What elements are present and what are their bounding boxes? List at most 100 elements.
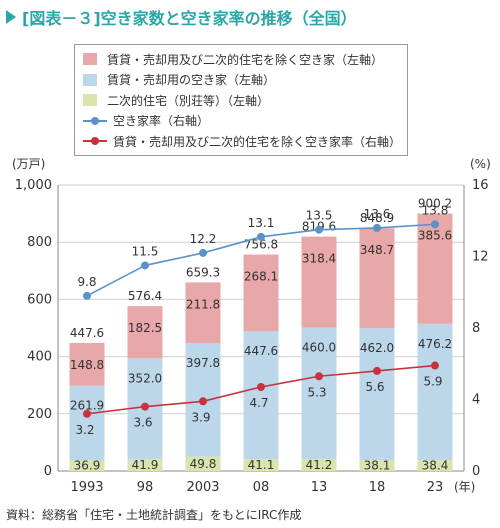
series-point (315, 225, 323, 234)
series-point (141, 261, 149, 270)
series-point (83, 409, 91, 418)
bar-segment (185, 282, 221, 343)
left-axis-tick-label: 600 (27, 292, 52, 307)
bar-data-label: 41.2 (306, 458, 333, 472)
bar-total-label: 576.4 (128, 289, 162, 303)
line-data-label: 13.6 (364, 207, 391, 221)
series-point (373, 366, 381, 375)
series-point (83, 291, 91, 300)
bar-segment (417, 460, 453, 471)
legend: 賃貸・売却用及び二次的住宅を除く空き家（左軸） 賃貸・売却用の空き家（左軸） 二次的… (74, 44, 408, 156)
line-data-label: 5.9 (423, 375, 442, 389)
legend-swatch (83, 94, 97, 107)
left-axis-tick-label: 200 (27, 407, 52, 422)
line-data-label: 3.6 (133, 416, 152, 430)
legend-item: 賃貸・売却用及び二次的住宅を除く空き家率（右軸） (83, 131, 402, 152)
bar-data-label: 397.8 (186, 356, 220, 370)
bar-total-label: 756.8 (244, 238, 278, 252)
bar-data-label: 385.6 (418, 229, 452, 243)
bar-data-label: 268.1 (244, 270, 278, 284)
left-axis-tick-label: 0 (44, 464, 52, 479)
bar-data-label: 148.8 (70, 358, 104, 372)
legend-swatch (83, 53, 97, 66)
series-point (199, 397, 207, 406)
legend-label: 賃貸・売却用の空き家（左軸） (107, 73, 276, 88)
x-axis-tick-label: 1993 (70, 480, 103, 495)
right-axis-tick-label: 8 (472, 321, 480, 336)
line-data-label: 11.5 (132, 244, 159, 258)
right-axis-tick-label: 4 (472, 393, 480, 408)
bar-segment (69, 342, 105, 386)
right-axis-tick-label: 16 (472, 178, 489, 193)
bar-data-label: 447.6 (244, 344, 278, 358)
source-note: 資料：総務省「住宅・土地統計調査」をもとにIRC作成 (6, 508, 302, 522)
bar-total-label: 848.9 (360, 211, 394, 225)
legend-label: 二次的住宅（別荘等）（左軸） (107, 93, 270, 108)
x-axis-tick-label: 2003 (186, 480, 219, 495)
bar-segment (417, 323, 453, 461)
series-point (257, 382, 265, 391)
bar-segment (243, 331, 279, 460)
left-axis-tick-label: 400 (27, 350, 52, 365)
line-data-label: 4.7 (249, 396, 268, 410)
bar-segment (359, 460, 395, 471)
bar-data-label: 49.8 (190, 457, 217, 471)
x-axis-unit: (年) (454, 480, 475, 494)
bar-total-label: 447.6 (70, 326, 104, 340)
bar-data-label: 352.0 (128, 371, 162, 385)
line-data-label: 13.5 (306, 209, 333, 223)
bar-segment (69, 460, 105, 471)
line-data-label: 13.8 (422, 203, 449, 217)
line-data-label: 5.6 (365, 380, 384, 394)
line-data-label: 9.8 (77, 275, 96, 289)
series-point (141, 402, 149, 411)
bar-data-label: 38.1 (364, 459, 391, 473)
bar-segment (185, 456, 221, 471)
bar-segment (417, 213, 453, 324)
bar-segment (127, 459, 163, 471)
line-data-label: 3.2 (75, 423, 94, 437)
legend-swatch (83, 73, 97, 86)
bar-segment (243, 459, 279, 471)
legend-label: 賃貸・売却用及び二次的住宅を除く空き家（左軸） (107, 52, 384, 67)
right-axis-unit: (%) (470, 157, 491, 171)
bar-data-label: 182.5 (128, 321, 162, 335)
bar-data-label: 38.4 (422, 459, 449, 473)
legend-item: 空き家率（右軸） (83, 111, 399, 132)
bar-data-label: 476.2 (418, 337, 452, 351)
x-axis-tick-label: 98 (137, 480, 154, 495)
legend-item: 二次的住宅（別荘等）（左軸） (83, 90, 399, 111)
bar-segment (243, 254, 279, 332)
bar-segment (359, 228, 395, 328)
line-data-label: 12.2 (190, 232, 217, 246)
legend-line-swatch (83, 135, 107, 147)
chart-title-text: [図表－３]空き家数と空き家率の推移（全国） (22, 9, 357, 28)
bar-segment (69, 385, 105, 461)
legend-line-swatch (83, 115, 107, 127)
x-axis-tick-label: 18 (369, 480, 386, 495)
bar-data-label: 348.7 (360, 243, 394, 257)
right-axis-tick-label: 12 (472, 250, 489, 265)
series-point (199, 248, 207, 257)
bar-segment (359, 327, 395, 461)
legend-item: 賃貸・売却用の空き家（左軸） (83, 70, 399, 91)
bar-data-label: 261.9 (70, 399, 104, 413)
legend-label: 賃貸・売却用及び二次的住宅を除く空き家率（右軸） (113, 134, 402, 149)
bar-segment (301, 327, 337, 460)
bar-data-label: 41.9 (132, 458, 159, 472)
bar-segment (301, 459, 337, 471)
bar-data-label: 318.4 (302, 252, 336, 266)
x-axis-tick-label: 08 (253, 480, 270, 495)
x-axis-tick-label: 23 (427, 480, 444, 495)
left-axis-tick-label: 1,000 (15, 178, 52, 193)
series-point (431, 361, 439, 370)
x-axis-tick-label: 13 (311, 480, 328, 495)
series-point (431, 220, 439, 229)
bar-total-label: 659.3 (186, 265, 220, 279)
bar-data-label: 460.0 (302, 341, 336, 355)
legend-item: 賃貸・売却用及び二次的住宅を除く空き家（左軸） (83, 49, 399, 70)
bar-data-label: 462.0 (360, 341, 394, 355)
line-data-label: 13.1 (248, 216, 275, 230)
bar-data-label: 36.9 (74, 459, 101, 473)
